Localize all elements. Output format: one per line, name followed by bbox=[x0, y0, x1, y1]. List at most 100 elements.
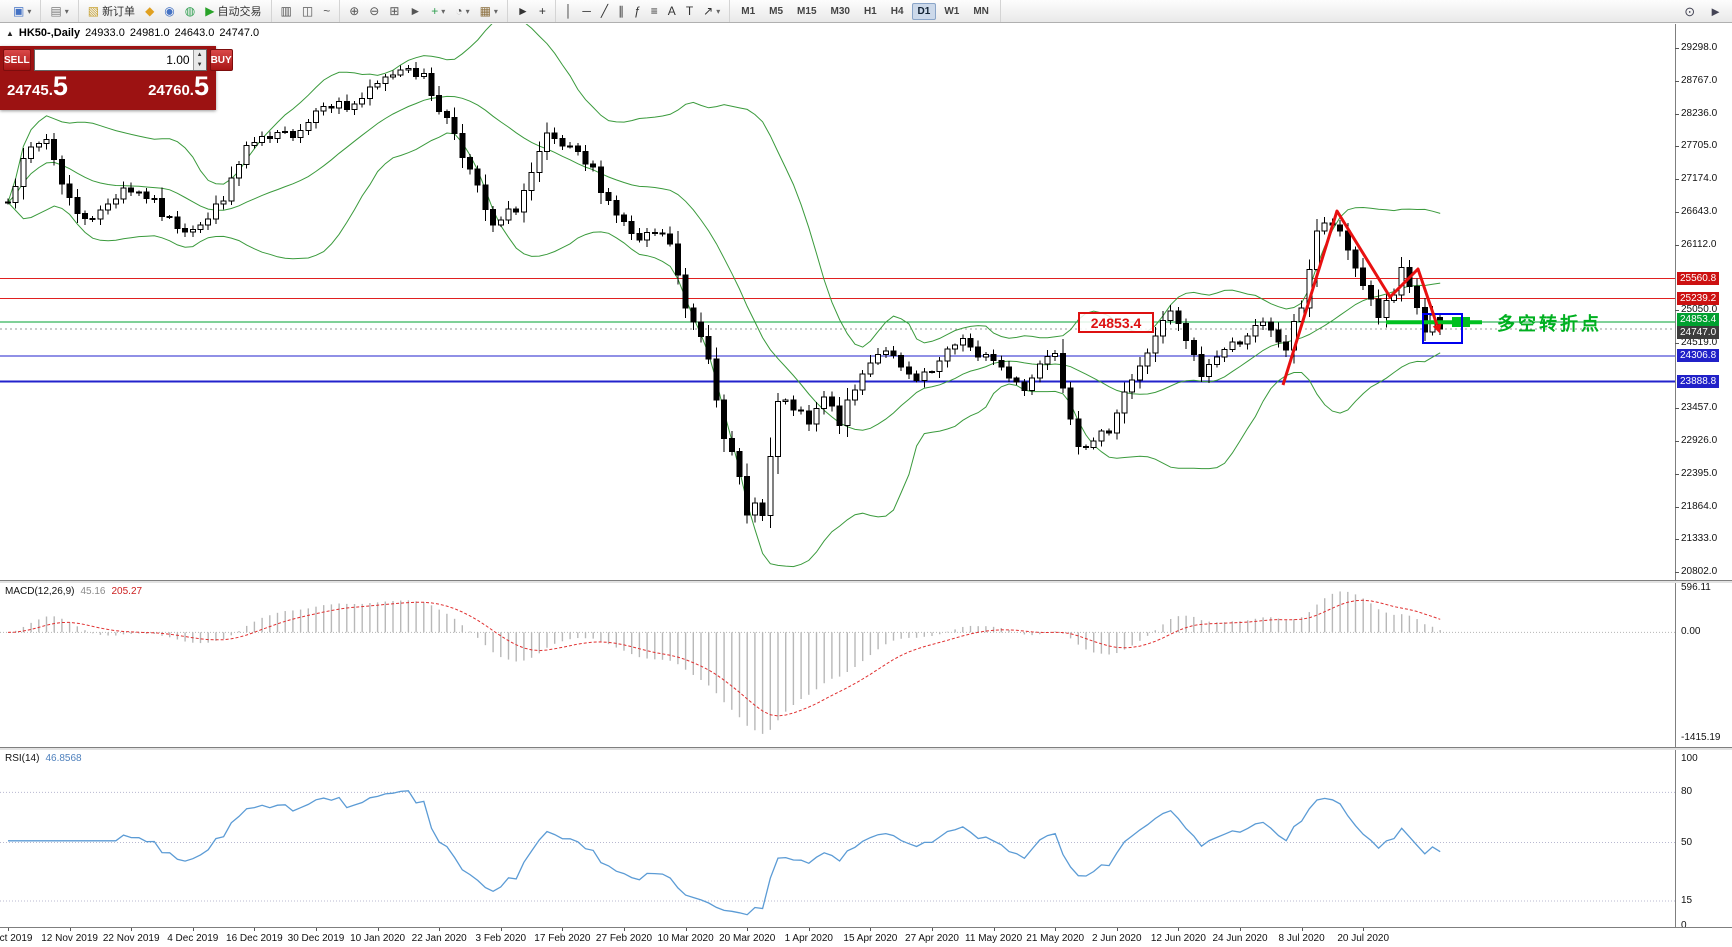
date-tick bbox=[500, 928, 502, 931]
new-order-button-label: 新订单 bbox=[102, 6, 136, 18]
panel-splitter[interactable] bbox=[0, 580, 1732, 583]
cursor-icon[interactable]: ► bbox=[1705, 3, 1726, 20]
date-tick bbox=[562, 928, 564, 931]
timeframe-m30-button[interactable]: M30 bbox=[830, 5, 850, 17]
shapes-icon: ≡ bbox=[650, 4, 658, 18]
trendline-icon: ╱ bbox=[600, 4, 609, 18]
buy-button[interactable]: BUY bbox=[209, 49, 233, 71]
date-tick bbox=[932, 928, 933, 931]
volume-input[interactable] bbox=[34, 50, 193, 70]
navigator-button[interactable]: ◍ bbox=[181, 3, 199, 19]
templates-button[interactable]: ▦ ▾ bbox=[476, 3, 502, 19]
date-tick bbox=[808, 928, 810, 931]
new-chart-button[interactable]: ▣ ▾ bbox=[9, 3, 35, 19]
date-label: 10 Mar 2020 bbox=[657, 933, 714, 944]
chart-candles-button[interactable]: ◫ bbox=[298, 3, 317, 19]
timeframe-w1-button[interactable]: W1 bbox=[944, 5, 960, 17]
date-tick bbox=[1301, 928, 1303, 931]
vertical-line-button[interactable]: │ bbox=[561, 3, 577, 19]
tile-windows-button[interactable]: ⊞ bbox=[385, 3, 403, 19]
timeframe-m15-button[interactable]: M15 bbox=[797, 5, 817, 17]
date-tick bbox=[1055, 928, 1057, 931]
rsi-axis-label: 100 bbox=[1681, 753, 1698, 764]
chart-bars-button[interactable]: ▥ bbox=[277, 3, 296, 19]
price-axis-tick bbox=[1675, 539, 1679, 541]
price-axis-label: 22395.0 bbox=[1681, 467, 1718, 479]
date-label: 24 Jun 2020 bbox=[1212, 933, 1268, 944]
horizontal-line-button[interactable]: ─ bbox=[578, 3, 595, 19]
trendline-button[interactable]: ╱ bbox=[597, 3, 612, 19]
ohlc-high: 24981.0 bbox=[129, 27, 170, 39]
cursor-button[interactable]: ► bbox=[513, 3, 533, 19]
date-tick bbox=[316, 928, 317, 931]
timeframe-h1-button[interactable]: H1 bbox=[863, 5, 877, 17]
price-axis-tick bbox=[1675, 441, 1679, 443]
zoom-in-button[interactable]: ⊕ bbox=[345, 3, 363, 19]
timeframe-mn-button[interactable]: MN bbox=[973, 5, 989, 17]
sell-price[interactable]: 24745. 5 bbox=[7, 71, 68, 101]
date-tick bbox=[685, 928, 687, 931]
one-click-collapse-icon[interactable]: ▲ bbox=[6, 28, 14, 38]
date-label: 21 May 2020 bbox=[1026, 933, 1085, 944]
indicators-button[interactable]: + ▾ bbox=[427, 3, 449, 19]
volume-decrease-button[interactable]: ▼ bbox=[193, 60, 206, 70]
sell-button[interactable]: SELL bbox=[3, 49, 31, 71]
date-label: 22 Jan 2020 bbox=[411, 933, 467, 944]
cursor-icon: ► bbox=[516, 4, 529, 18]
text-button[interactable]: A bbox=[664, 3, 680, 19]
date-tick bbox=[192, 928, 194, 931]
auto-scroll-button[interactable]: ► bbox=[405, 3, 425, 19]
date-tick bbox=[1363, 928, 1365, 931]
price-axis-label: 25050.0 bbox=[1681, 304, 1718, 316]
volume-increase-button[interactable]: ▲ bbox=[193, 50, 206, 60]
date-label: 22 Nov 2019 bbox=[102, 933, 160, 944]
price-axis-tick bbox=[1675, 506, 1679, 508]
new-order-button[interactable]: ▧ 新订单 bbox=[84, 1, 139, 21]
metaeditor-button[interactable]: ◆ bbox=[141, 3, 158, 19]
timeframe-h4-button[interactable]: H4 bbox=[890, 5, 904, 17]
chinese-note-text[interactable]: 多空转折点 bbox=[1497, 314, 1602, 334]
periods-button[interactable]: ◔ ▾ bbox=[451, 3, 473, 19]
date-label: 8 Jul 2020 bbox=[1278, 933, 1325, 944]
fibonacci-button[interactable]: ƒ bbox=[630, 3, 645, 19]
time-axis[interactable]: 1 Oct 2019 12 Nov 2019 22 Nov 2019 4 Dec 20… bbox=[0, 927, 1732, 947]
price-callout[interactable]: 24853.4 bbox=[1078, 312, 1154, 333]
arrows-button[interactable]: ↗ ▾ bbox=[699, 3, 724, 19]
autotrading-button[interactable]: ▶ 自动交易 bbox=[201, 1, 265, 21]
date-tick bbox=[870, 928, 872, 931]
chevron-down-icon: ▾ bbox=[493, 6, 498, 16]
new-chart-icon: ▣ bbox=[13, 4, 25, 18]
toolbar: ▣ ▾ ▤ ▾ ▧ 新订单 ◆ ◉ ◍ ▶ 自动交易 ▥ ◫ ~ ⊕ ⊖ ⊞ ► + ▾ ◔ ▾ ▦ ▾ ► + │ ─ ╱ ∥ ƒ ≡ A T ↗… bbox=[0, 0, 1732, 23]
label-button[interactable]: T bbox=[682, 3, 697, 19]
profiles-button[interactable]: ▤ ▾ bbox=[46, 3, 72, 19]
chart-line-button[interactable]: ~ bbox=[319, 3, 334, 19]
date-tick bbox=[439, 928, 441, 931]
buy-price[interactable]: 24760. 5 bbox=[148, 71, 209, 101]
chevron-down-icon: ▾ bbox=[465, 6, 470, 16]
timeframe-d1-button[interactable]: D1 bbox=[911, 2, 937, 20]
price-axis-label: 27705.0 bbox=[1681, 140, 1718, 152]
ohlc-open: 24933.0 bbox=[85, 27, 125, 39]
price-axis-label: 21864.0 bbox=[1681, 500, 1718, 512]
macd-signal-value: 205.27 bbox=[111, 586, 143, 597]
price-axis-tick bbox=[1675, 310, 1679, 312]
shapes-button[interactable]: ≡ bbox=[647, 3, 662, 19]
price-axis-tick bbox=[1675, 244, 1679, 246]
price-axis-label: 26112.0 bbox=[1681, 238, 1717, 250]
channel-button[interactable]: ∥ bbox=[614, 3, 628, 19]
autotrading-icon: ▶ bbox=[205, 4, 215, 18]
timeframe-m1-button[interactable]: M1 bbox=[741, 5, 756, 17]
search-icon[interactable]: ⊙ bbox=[1680, 3, 1699, 20]
panel-splitter[interactable] bbox=[0, 747, 1732, 750]
date-label: 12 Jun 2020 bbox=[1150, 933, 1206, 944]
ohlc-close: 24747.0 bbox=[219, 27, 260, 39]
date-label: 12 Nov 2019 bbox=[41, 933, 98, 944]
timeframe-m5-button[interactable]: M5 bbox=[769, 5, 784, 17]
market-watch-button[interactable]: ◉ bbox=[160, 3, 178, 19]
fibonacci-icon: ƒ bbox=[634, 4, 641, 18]
crosshair-button[interactable]: + bbox=[535, 3, 550, 19]
price-axis-label: 28767.0 bbox=[1681, 74, 1718, 86]
date-label: 30 Dec 2019 bbox=[287, 933, 345, 944]
zoom-out-button[interactable]: ⊖ bbox=[365, 3, 383, 19]
